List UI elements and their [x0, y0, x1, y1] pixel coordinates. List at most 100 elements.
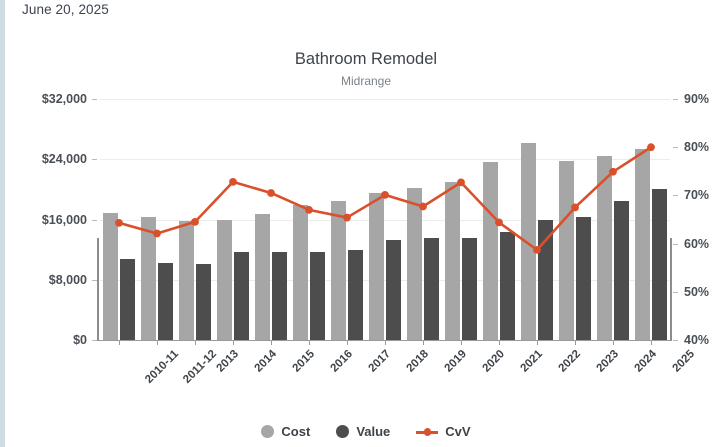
- y-axis-left-line: [97, 238, 99, 341]
- x-axis-tick-label: 2022: [556, 348, 584, 375]
- bar-cost[interactable]: [520, 142, 537, 340]
- bar-value[interactable]: [271, 251, 288, 340]
- x-axis-tick: [118, 341, 120, 345]
- bar-value[interactable]: [461, 238, 478, 340]
- y-axis-left-tick: [92, 219, 97, 221]
- y-axis-left-tick-label: $0: [73, 333, 87, 347]
- bar-group: [520, 99, 554, 340]
- y-axis-right-tick-label: 80%: [684, 140, 710, 155]
- bar-value[interactable]: [157, 263, 174, 340]
- left-edge-accent-strip: [0, 0, 5, 447]
- bar-value[interactable]: [537, 219, 554, 340]
- bar-value[interactable]: [385, 239, 402, 340]
- bar-value[interactable]: [651, 188, 668, 340]
- bar-cost[interactable]: [368, 193, 385, 340]
- y-axis-right-tick-label: 40%: [684, 333, 710, 347]
- y-axis-left-tick: [92, 159, 97, 161]
- x-axis-tick: [650, 341, 652, 345]
- y-axis-left-tick-label: $32,000: [41, 92, 87, 106]
- y-axis-right-tick: [673, 340, 678, 341]
- legend-label: Cost: [281, 424, 311, 439]
- x-axis-tick: [536, 341, 538, 345]
- y-axis-right-tick: [673, 291, 678, 293]
- x-axis-tick-label: 2010-11: [143, 348, 182, 386]
- bar-value[interactable]: [499, 231, 516, 340]
- bar-cost[interactable]: [140, 216, 157, 340]
- x-axis-tick-label: 2011-12: [181, 348, 220, 386]
- y-axis-right-line: [670, 238, 672, 341]
- bar-cost[interactable]: [558, 160, 575, 340]
- bar-group: [406, 99, 440, 340]
- bar-value[interactable]: [423, 237, 440, 340]
- x-axis-tick-label: 2023: [594, 348, 622, 375]
- x-axis-tick: [574, 341, 576, 345]
- bar-cost[interactable]: [102, 213, 119, 340]
- bar-group: [102, 99, 136, 340]
- x-axis-tick: [308, 341, 310, 345]
- bar-cost[interactable]: [596, 156, 613, 340]
- bar-cost[interactable]: [254, 214, 271, 340]
- y-axis-right-tick-label: 90%: [684, 92, 710, 106]
- chart-legend: Cost Value CvV: [5, 424, 727, 439]
- x-axis-tick-label: 2021: [518, 348, 546, 375]
- plot-area: $0 $8,000 $16,000 $24,000 $32,000 40% 50% 60% 7…: [42, 92, 709, 386]
- x-axis-tick: [156, 341, 158, 345]
- bar-value[interactable]: [347, 250, 364, 340]
- x-axis-tick-label: 2019: [442, 348, 470, 375]
- bar-group: [178, 99, 212, 340]
- y-axis-left-tick: [92, 340, 97, 341]
- legend-item-cvv[interactable]: CvV: [416, 424, 471, 439]
- chart-card: Bathroom Remodel Midrange $0 $8,000 $16,00…: [5, 36, 727, 447]
- y-axis-left-tick: [92, 279, 97, 281]
- bar-cost[interactable]: [216, 219, 233, 340]
- x-axis-tick-label: 2025: [670, 348, 698, 375]
- bar-value[interactable]: [119, 259, 136, 340]
- date-header: June 20, 2025: [22, 2, 109, 17]
- y-axis-right-tick-label: 70%: [684, 188, 710, 203]
- bar-group: [292, 99, 326, 340]
- bar-cost[interactable]: [444, 181, 461, 340]
- bar-group: [444, 99, 478, 340]
- y-axis-right-tick: [673, 99, 678, 100]
- x-axis-tick-label: 2014: [252, 348, 280, 375]
- x-axis-tick-label: 2015: [290, 348, 318, 375]
- bar-cost[interactable]: [482, 161, 499, 340]
- bar-group: [254, 99, 288, 340]
- gridline: [100, 99, 670, 100]
- legend-item-value[interactable]: Value: [336, 424, 390, 439]
- bar-value[interactable]: [195, 263, 212, 340]
- y-axis-right-tick: [673, 195, 678, 197]
- x-axis-tick: [346, 341, 348, 345]
- bar-cost[interactable]: [406, 187, 423, 340]
- x-axis-tick: [460, 341, 462, 345]
- legend-label: Value: [356, 424, 391, 439]
- bar-group: [558, 99, 592, 340]
- x-axis-tick: [270, 341, 272, 345]
- bar-group: [634, 99, 668, 340]
- legend-swatch-circle-icon: [336, 425, 350, 438]
- y-axis-left-tick-label: $8,000: [48, 272, 87, 287]
- bar-cost[interactable]: [292, 205, 309, 340]
- chart-title: Bathroom Remodel: [294, 50, 438, 68]
- bar-cost[interactable]: [634, 148, 651, 340]
- x-axis-tick: [498, 341, 500, 345]
- x-axis-tick-label: 2020: [480, 348, 508, 375]
- x-axis-tick: [194, 341, 196, 345]
- bar-value[interactable]: [309, 251, 326, 340]
- x-axis-tick: [232, 341, 234, 345]
- bar-value[interactable]: [233, 251, 250, 340]
- x-axis-tick-label: 2024: [632, 348, 660, 375]
- bar-value[interactable]: [575, 217, 592, 340]
- bar-cost[interactable]: [178, 221, 195, 340]
- x-axis-tick: [422, 341, 424, 345]
- bar-group: [368, 99, 402, 340]
- y-axis-right-tick-label: 60%: [684, 236, 710, 251]
- bar-group: [140, 99, 174, 340]
- bar-value[interactable]: [613, 200, 630, 340]
- legend-label: CvV: [445, 424, 471, 439]
- x-axis-tick-label: 2017: [366, 348, 394, 375]
- chart-subtitle: Midrange: [340, 74, 392, 88]
- bar-cost[interactable]: [330, 200, 347, 340]
- legend-item-cost[interactable]: Cost: [261, 424, 310, 439]
- bar-group: [330, 99, 364, 340]
